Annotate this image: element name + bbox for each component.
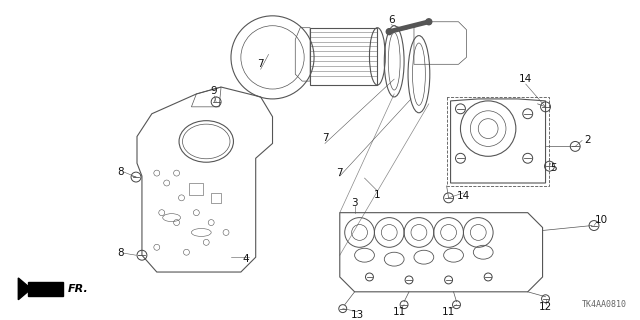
Text: 10: 10 [595,215,607,225]
Text: FR.: FR. [68,284,88,294]
Text: 7: 7 [337,168,343,178]
Polygon shape [28,282,63,296]
Circle shape [387,29,392,35]
Text: 13: 13 [351,309,364,320]
Text: 14: 14 [519,74,532,84]
Polygon shape [19,278,31,300]
Text: 4: 4 [243,254,249,264]
Text: 6: 6 [388,15,394,25]
Bar [310,28,378,85]
Text: 11: 11 [442,307,455,316]
Text: 9: 9 [211,86,218,96]
Text: 3: 3 [351,198,358,208]
Text: TK4AA0810: TK4AA0810 [582,300,627,308]
Text: 7: 7 [257,59,264,69]
Text: 2: 2 [584,135,590,146]
Text: 1: 1 [374,190,381,200]
Circle shape [426,19,432,25]
Bar [211,193,221,203]
Bar [189,183,204,195]
Text: 8: 8 [117,167,124,177]
Text: 7: 7 [322,133,328,143]
Text: 12: 12 [539,302,552,312]
Text: 11: 11 [392,307,406,316]
Text: 5: 5 [550,163,557,173]
Text: 8: 8 [117,248,124,258]
Text: 14: 14 [457,191,470,201]
